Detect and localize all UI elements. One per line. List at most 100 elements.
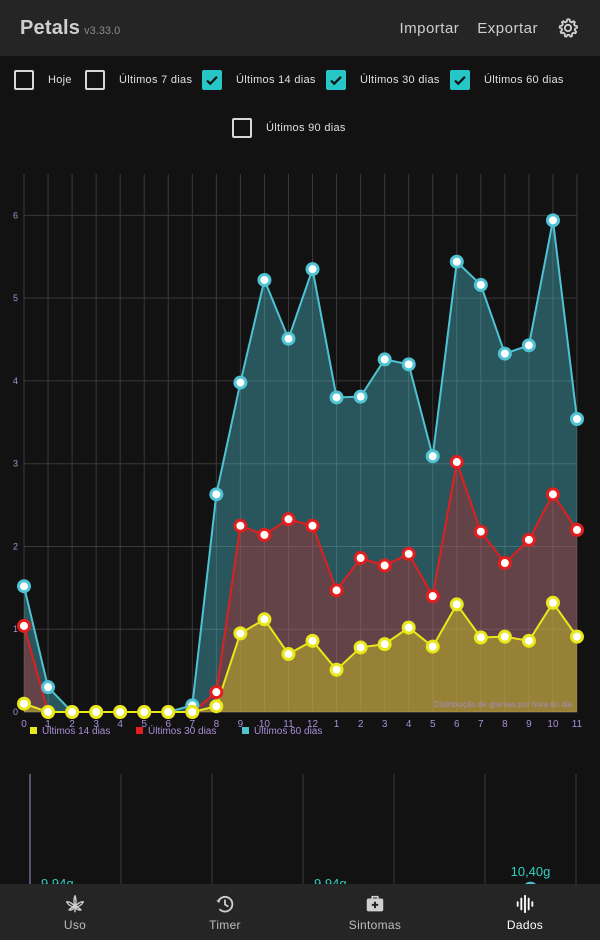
x-tick-label: 6 [165,719,171,730]
data-point [209,699,224,714]
check-icon [454,76,466,86]
filter-checkbox[interactable] [450,70,470,90]
brand: Petals v3.33.0 [20,17,120,40]
data-point [257,612,272,627]
nav-label: Uso [63,917,87,932]
filter-checkbox[interactable] [232,118,252,138]
x-tick-label: 1 [334,719,340,730]
filter-checkbox[interactable] [202,70,222,90]
data-point [41,705,56,719]
check-icon [330,76,342,86]
data-point [570,411,584,426]
data-point [449,254,464,269]
filter-checkbox[interactable] [14,70,34,90]
data-point [329,583,344,598]
legend-label: Últimos 14 dias [42,724,110,737]
legend-swatch [136,727,143,734]
bottom-navigation: Uso Timer Sintomas Dados [0,884,600,940]
top-app-bar: Petals v3.33.0 Importar Exportar [0,0,600,56]
data-point [521,338,536,353]
series-area [24,220,577,712]
legend-label: Últimos 30 dias [148,724,216,737]
chart-annotation: Distribuição de gramas por hora do dia [434,700,572,709]
filter-checkbox[interactable] [85,70,105,90]
import-button[interactable]: Importar [399,19,460,37]
data-point [209,487,224,502]
app-version: v3.33.0 [84,24,121,37]
y-tick-label: 5 [13,293,18,303]
data-point [137,705,152,719]
y-tick-label: 3 [13,459,18,469]
legend-swatch [242,727,249,734]
data-point [113,705,128,719]
filter-last-14-days[interactable]: Últimos 14 dias [202,70,316,90]
export-button[interactable]: Exportar [477,19,538,37]
data-point [545,213,560,228]
data-label: 9,94g [314,876,347,884]
data-point [17,579,31,594]
medical-kit-icon [366,895,384,911]
data-point [353,551,368,566]
series-area [24,602,577,712]
filter-today[interactable]: Hoje [14,70,72,90]
x-tick-label: 5 [430,719,436,730]
x-tick-label: 10 [259,719,271,730]
data-point [65,705,80,719]
x-tick-label: 0 [21,719,27,730]
data-point [17,696,31,711]
data-point [161,705,176,719]
data-point [233,626,248,641]
data-label: 9,94g [41,876,74,884]
data-point [305,262,320,277]
x-tick-label: 3 [93,719,99,730]
y-tick-label: 0 [13,707,18,717]
data-point [401,546,416,561]
data-point [497,556,512,571]
data-point [377,558,392,573]
data-point [525,881,536,884]
nav-item-uso[interactable]: Uso [0,884,150,940]
filter-label: Últimos 60 dias [484,74,564,86]
cannabis-leaf-icon [66,894,84,912]
x-tick-label: 3 [382,719,388,730]
data-point [305,518,320,533]
data-point [497,629,512,644]
x-tick-label: 2 [358,719,364,730]
x-tick-label: 12 [307,719,319,730]
legend-label: Últimos 60 dias [254,724,322,737]
data-point [305,633,320,648]
filter-last-30-days[interactable]: Últimos 30 dias [326,70,440,90]
data-point [449,455,464,470]
nav-item-dados[interactable]: Dados [450,884,600,940]
filter-label: Últimos 7 dias [119,74,193,86]
app-title: Petals [20,16,81,39]
period-filters: Hoje Últimos 7 dias Últimos 14 dias Últi… [0,56,600,164]
nav-item-timer[interactable]: Timer [150,884,300,940]
gear-icon[interactable] [556,16,580,40]
data-point [401,357,416,372]
filter-label: Últimos 14 dias [236,74,316,86]
filter-label: Hoje [48,74,72,86]
filter-last-60-days[interactable]: Últimos 60 dias [450,70,564,90]
filter-last-7-days[interactable]: Últimos 7 dias [85,70,192,90]
nav-item-sintomas[interactable]: Sintomas [300,884,450,940]
data-point [233,375,248,390]
data-point [329,662,344,677]
x-tick-label: 11 [283,719,294,730]
filter-checkbox[interactable] [326,70,346,90]
data-point [257,527,272,542]
data-point [497,346,512,361]
data-point [570,522,584,537]
x-tick-label: 9 [526,719,532,730]
data-point [425,589,440,604]
data-point [89,705,104,719]
data-point [281,512,296,527]
filter-label: Últimos 30 dias [360,74,440,86]
y-tick-label: 1 [13,624,18,634]
data-point [209,685,224,700]
x-tick-label: 8 [502,719,508,730]
y-tick-label: 4 [13,376,18,386]
filter-last-90-days[interactable]: Últimos 90 dias [232,118,346,138]
